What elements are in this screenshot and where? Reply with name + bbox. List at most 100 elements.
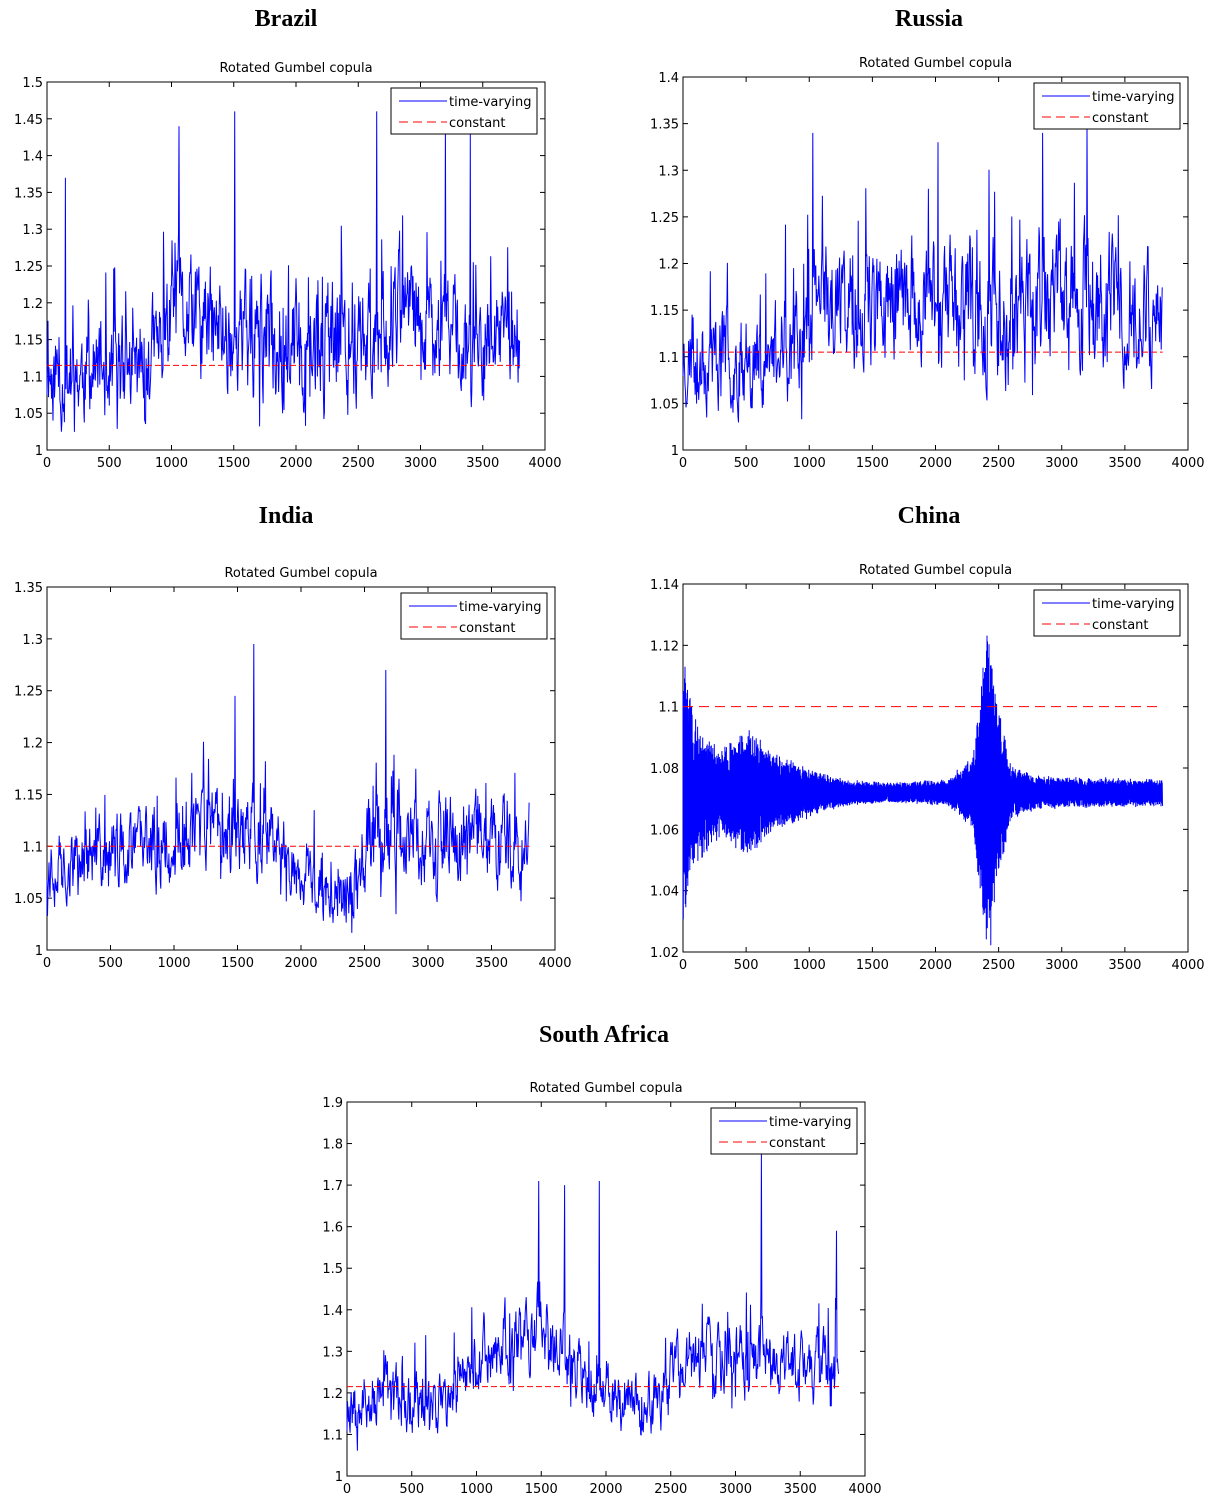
- x-tick-label: 3500: [475, 956, 508, 971]
- country-title-china: China: [897, 503, 961, 529]
- x-tick-label: 2500: [342, 456, 375, 471]
- x-tick-label: 2000: [919, 958, 952, 973]
- x-tick-label: 1500: [856, 958, 889, 973]
- x-tick-label: 500: [97, 456, 122, 471]
- y-tick-label: 1.35: [14, 186, 43, 201]
- x-tick-label: 2000: [279, 456, 312, 471]
- y-tick-label: 1: [671, 444, 679, 459]
- x-tick-label: 1500: [856, 456, 889, 471]
- x-tick-label: 1500: [221, 956, 254, 971]
- y-tick-label: 1.9: [322, 1096, 343, 1111]
- y-tick-label: 1.04: [650, 885, 679, 900]
- series-time-varying-line: [46, 643, 530, 933]
- x-tick-label: 2500: [654, 1482, 687, 1497]
- y-tick-label: 1.8: [322, 1138, 343, 1153]
- y-tick-label: 1.14: [650, 578, 679, 593]
- y-tick-label: 1.25: [14, 685, 43, 700]
- country-title-russia: Russia: [894, 6, 964, 32]
- y-tick-label: 1.45: [14, 113, 43, 128]
- x-tick-label: 1000: [460, 1482, 493, 1497]
- x-tick-label: 3500: [1108, 456, 1141, 471]
- x-tick-label: 2500: [982, 958, 1015, 973]
- y-tick-label: 1.1: [658, 351, 679, 366]
- y-tick-label: 1.3: [22, 633, 43, 648]
- y-tick-label: 1.1: [22, 840, 43, 855]
- y-tick-label: 1.1: [658, 701, 679, 716]
- x-tick-label: 1500: [525, 1482, 558, 1497]
- y-tick-label: 1.05: [14, 892, 43, 907]
- y-tick-label: 1.7: [322, 1179, 343, 1194]
- y-tick-label: 1.2: [658, 258, 679, 273]
- legend-label-time-varying: time-varying: [1092, 597, 1175, 612]
- x-tick-label: 1000: [157, 956, 190, 971]
- chart-russia: Rotated Gumbel copula 0 500 1000 1500 2000 250…: [650, 56, 1205, 471]
- y-tick-label: 1.35: [650, 118, 679, 133]
- legend: time-varying constant: [1033, 589, 1181, 637]
- y-tick-label: 1.35: [14, 581, 43, 596]
- chart-title: Rotated Gumbel copula: [529, 1081, 682, 1096]
- x-tick-label: 0: [343, 1482, 351, 1497]
- y-tick-label: 1.02: [650, 946, 679, 961]
- chart-south-africa: Rotated Gumbel copula 0 500 1000 1500 2000 250…: [322, 1081, 881, 1497]
- chart-title: Rotated Gumbel copula: [219, 61, 372, 76]
- x-tick-label: 3000: [1045, 456, 1078, 471]
- chart-india: Rotated Gumbel copula 0 500 1000 1500 2000 250…: [14, 566, 572, 971]
- chart-title: Rotated Gumbel copula: [224, 566, 377, 581]
- y-tick-label: 1.5: [22, 76, 43, 91]
- plot-area: [346, 1101, 866, 1477]
- legend-box: [1033, 82, 1181, 130]
- y-tick-label: 1.15: [14, 334, 43, 349]
- x-tick-label: 2000: [919, 456, 952, 471]
- x-tick-label: 4000: [1171, 456, 1204, 471]
- legend-box: [390, 87, 538, 135]
- y-tick-label: 1.4: [22, 150, 43, 165]
- x-tick-label: 1500: [217, 456, 250, 471]
- x-tick-label: 3000: [404, 456, 437, 471]
- legend: time-varying constant: [710, 1107, 858, 1155]
- legend-label-constant: constant: [449, 116, 506, 131]
- country-title-brazil: Brazil: [254, 6, 318, 32]
- y-tick-label: 1.3: [22, 223, 43, 238]
- x-tick-label: 1000: [793, 456, 826, 471]
- legend-label-time-varying: time-varying: [769, 1115, 852, 1130]
- country-title-south-africa: South Africa: [538, 1022, 669, 1048]
- y-tick-label: 1.5: [322, 1262, 343, 1277]
- y-tick-label: 1.15: [650, 304, 679, 319]
- y-tick-label: 1: [35, 444, 43, 459]
- y-tick-label: 1.6: [322, 1221, 343, 1236]
- y-tick-label: 1.1: [322, 1428, 343, 1443]
- legend-box: [1033, 589, 1181, 637]
- x-tick-label: 500: [98, 956, 123, 971]
- series-time-varying-line: [682, 635, 1163, 946]
- legend-box: [710, 1107, 858, 1155]
- y-tick-label: 1.3: [658, 164, 679, 179]
- x-tick-label: 500: [734, 456, 759, 471]
- legend-label-constant: constant: [459, 621, 516, 636]
- y-tick-label: 1.2: [22, 297, 43, 312]
- x-tick-label: 3000: [1045, 958, 1078, 973]
- legend: time-varying constant: [390, 87, 538, 135]
- x-tick-label: 0: [679, 958, 687, 973]
- y-tick-label: 1.05: [650, 397, 679, 412]
- y-tick-label: 1.4: [658, 71, 679, 86]
- legend-box: [400, 592, 548, 640]
- y-tick-label: 1.3: [322, 1345, 343, 1360]
- x-tick-label: 4000: [1171, 958, 1204, 973]
- y-tick-label: 1.06: [650, 823, 679, 838]
- chart-title: Rotated Gumbel copula: [859, 563, 1012, 578]
- y-tick-label: 1.2: [22, 737, 43, 752]
- x-tick-label: 3000: [411, 956, 444, 971]
- x-tick-label: 3500: [1108, 958, 1141, 973]
- legend: time-varying constant: [400, 592, 548, 640]
- series-time-varying-line: [346, 1151, 840, 1451]
- x-tick-label: 0: [679, 456, 687, 471]
- legend-label-constant: constant: [769, 1136, 826, 1151]
- x-tick-label: 3500: [466, 456, 499, 471]
- y-tick-label: 1.1: [22, 370, 43, 385]
- x-tick-label: 4000: [848, 1482, 881, 1497]
- y-tick-label: 1.4: [322, 1304, 343, 1319]
- x-tick-label: 0: [43, 956, 51, 971]
- x-tick-label: 500: [734, 958, 759, 973]
- x-tick-label: 1000: [155, 456, 188, 471]
- plot-area: [682, 76, 1189, 451]
